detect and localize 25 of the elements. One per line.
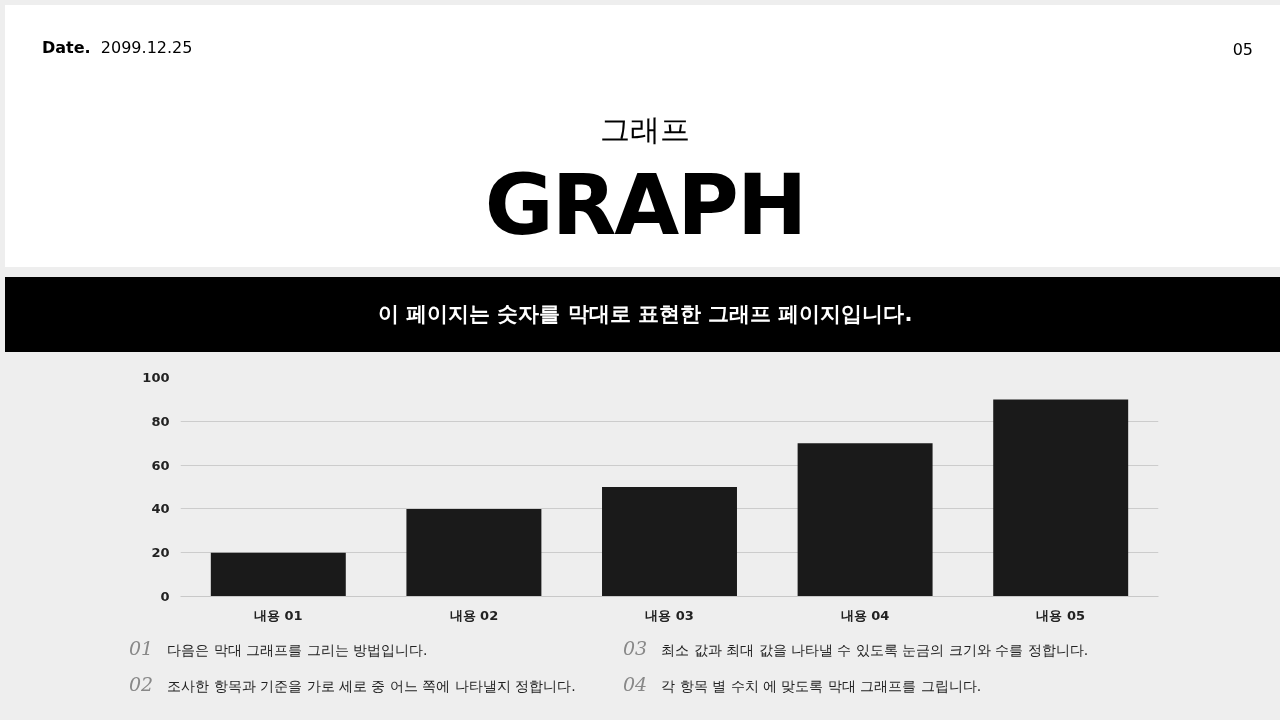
text: Date. 2099.12.25	[42, 37, 193, 59]
text: 이 페이지는 숫자를 막대로 표현한 그래프 페이지입니다.	[5, 277, 1280, 352]
x-tick-label: 내용 02	[449, 607, 499, 623]
text: 04 각 항목 별 수치 에 맞도록 막대 그래프를 그립니다.	[623, 672, 983, 697]
text: 01 다음은 막대 그래프를 그리는 방법입니다.	[129, 636, 429, 661]
x-tick-label: 내용 03	[645, 607, 694, 623]
bar	[406, 508, 542, 597]
y-tick-label: 20	[151, 545, 170, 561]
bar	[797, 443, 933, 597]
text: 05	[1232, 39, 1253, 61]
text: 03 최소 값과 최대 값을 나타낼 수 있도록 눈금의 크기와 수를 정합니다.	[623, 636, 1090, 661]
bar	[602, 487, 737, 597]
x-tick-label: 내용 04	[840, 607, 890, 623]
chart-subtitle: 그래프	[599, 111, 691, 149]
x-tick-label: 내용 01	[253, 607, 303, 623]
text: 02 조사한 항목과 기준을 가로 세로 중 어느 쪽에 나타낼지 정합니다.	[129, 672, 577, 697]
bar	[993, 399, 1129, 597]
bar	[210, 552, 346, 597]
y-tick-label: 0	[160, 589, 170, 604]
y-tick-label: 80	[151, 413, 170, 429]
y-tick-label: 60	[151, 457, 170, 473]
x-tick-label: 내용 05	[1036, 607, 1086, 623]
chart-title: GRAPH	[484, 156, 806, 254]
y-tick-label: 100	[142, 370, 170, 385]
y-tick-label: 40	[151, 501, 170, 517]
